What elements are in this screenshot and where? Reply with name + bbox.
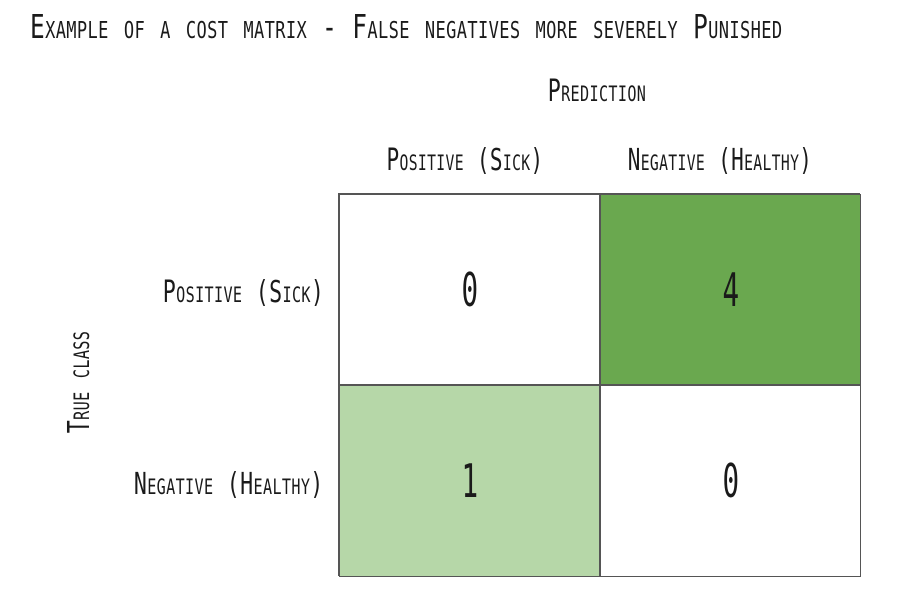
cell-value: 4 bbox=[722, 262, 739, 317]
column-header-negative: Negative (Healthy) bbox=[627, 143, 813, 178]
diagram-title: Example of a cost matrix - False negativ… bbox=[30, 7, 783, 46]
cell-value: 0 bbox=[722, 454, 739, 508]
cell-value: 0 bbox=[461, 262, 478, 317]
prediction-axis-label: Prediction bbox=[547, 74, 647, 109]
row-header-positive: Positive (Sick) bbox=[162, 275, 324, 310]
column-header-positive: Positive (Sick) bbox=[386, 143, 544, 178]
cell-false-positive: 1 bbox=[339, 385, 600, 577]
cell-true-negative: 0 bbox=[600, 385, 861, 577]
cost-matrix-grid: 0 4 1 0 bbox=[338, 193, 861, 577]
cell-value: 1 bbox=[461, 454, 478, 508]
cell-false-negative: 4 bbox=[600, 194, 861, 385]
cell-true-positive: 0 bbox=[339, 194, 600, 385]
true-class-axis-label: True class bbox=[62, 330, 97, 434]
row-header-negative: Negative (Healthy) bbox=[134, 467, 324, 502]
